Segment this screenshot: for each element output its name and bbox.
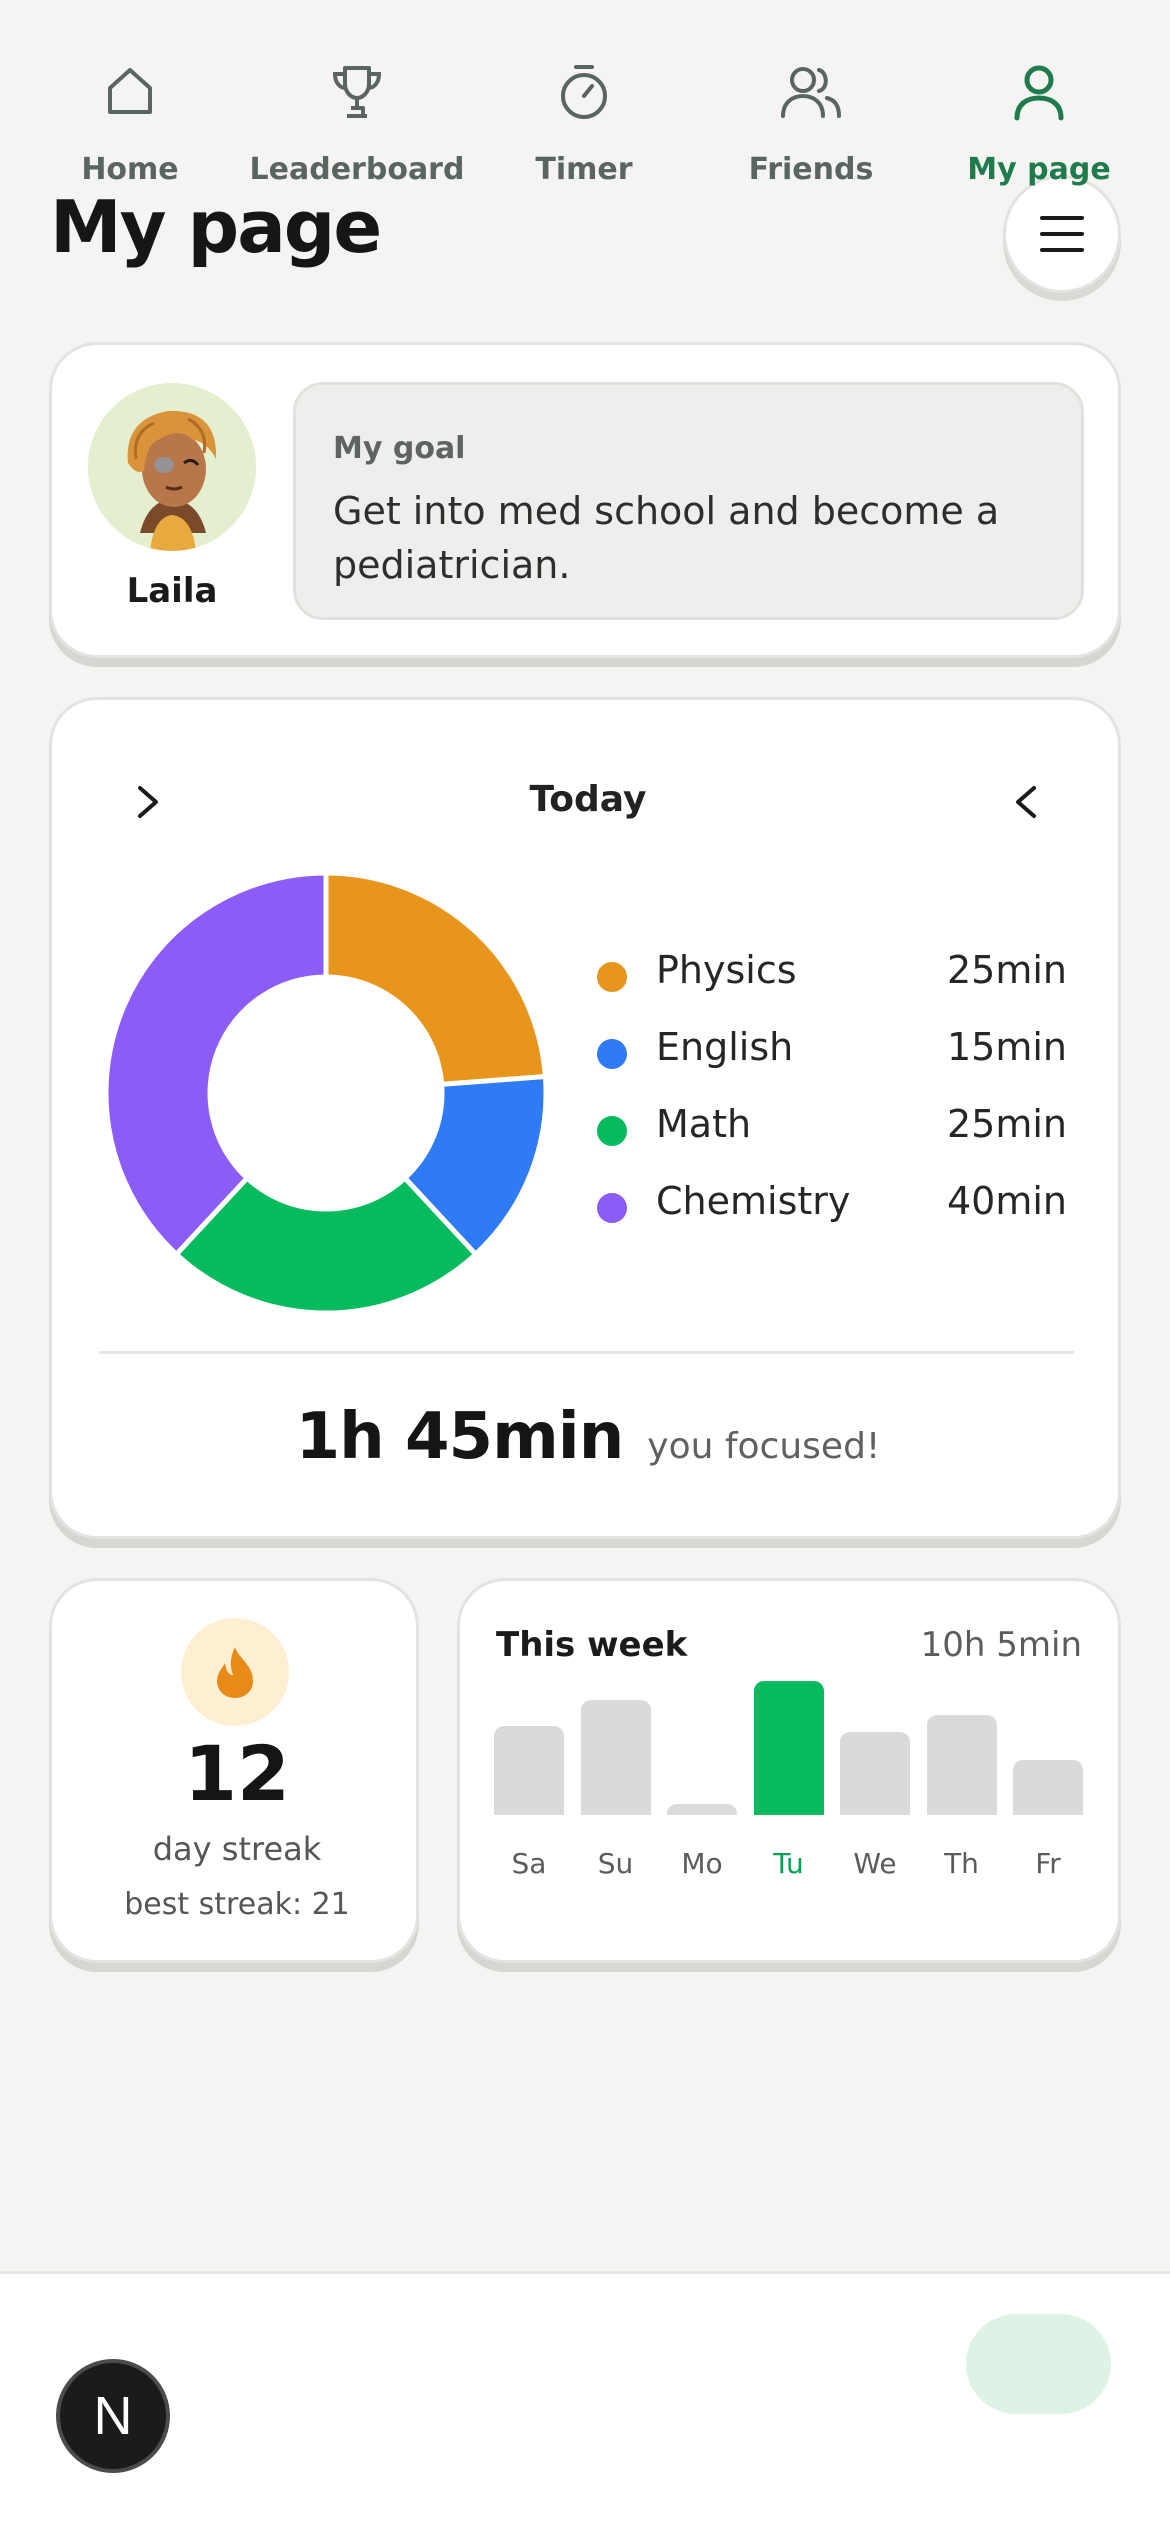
avatar-illustration <box>88 383 256 551</box>
divider <box>99 1351 1074 1354</box>
week-day-label: Th <box>944 1847 979 1880</box>
week-title: This week <box>496 1625 688 1665</box>
week-day-label: Mo <box>681 1847 723 1880</box>
tab-bar <box>0 2271 1170 2532</box>
week-bar-su[interactable] <box>580 1700 651 1815</box>
flame-icon <box>217 1647 253 1698</box>
today-card: Today Physics 25min English 15min Math 25min C… <box>49 697 1121 1539</box>
legend-dot <box>597 1039 627 1069</box>
legend-subject: English <box>656 1025 794 1069</box>
user-icon <box>1014 65 1064 121</box>
total-focus-time: 1h 45min <box>295 1400 625 1474</box>
week-bar-mo[interactable] <box>667 1804 737 1815</box>
subject-legend: Physics 25min English 15min Math 25min Chemist… <box>592 948 1067 1256</box>
best-streak: best streak: 21 <box>124 1887 350 1922</box>
week-bar-we[interactable] <box>840 1732 910 1815</box>
legend-time: 15min <box>946 1025 1067 1069</box>
page-title: My page <box>50 185 382 269</box>
week-total: 10h 5min <box>920 1625 1082 1665</box>
today-title: Today <box>529 779 647 820</box>
dev-indicator-button[interactable]: N <box>56 2359 170 2473</box>
stopwatch-icon <box>561 65 607 119</box>
legend-dot <box>597 1116 627 1146</box>
tab-label: Timer <box>535 152 633 187</box>
tab-friends[interactable]: Friends <box>698 40 924 200</box>
home-icon <box>108 68 152 114</box>
goal-label: My goal <box>333 431 466 466</box>
legend-item-chemistry: Chemistry 40min <box>592 1179 1067 1256</box>
legend-item-math: Math 25min <box>592 1102 1067 1179</box>
donut-slice-physics <box>323 870 549 1088</box>
streak-card: 12 day streak best streak: 21 <box>49 1578 419 1963</box>
tab-label: Friends <box>748 152 874 187</box>
trophy-icon <box>332 66 382 118</box>
week-bar-tu[interactable] <box>753 1681 824 1815</box>
tab-leaderboard[interactable]: Leaderboard <box>244 40 470 200</box>
legend-subject: Physics <box>656 948 797 992</box>
legend-subject: Math <box>656 1102 752 1146</box>
tab-label: Leaderboard <box>249 152 465 187</box>
legend-dot <box>597 962 627 992</box>
streak-count: 12 <box>184 1729 290 1818</box>
legend-time: 25min <box>946 1102 1067 1146</box>
previous-day-button[interactable] <box>996 772 1056 832</box>
tab-home[interactable]: Home <box>17 40 243 200</box>
tab-label: My page <box>967 152 1111 187</box>
legend-dot <box>597 1193 627 1223</box>
profile-card: Laila My goal Get into med school and be… <box>49 342 1121 658</box>
chevron-left-icon <box>1016 786 1036 818</box>
next-day-button[interactable] <box>118 772 178 832</box>
legend-subject: Chemistry <box>656 1179 851 1223</box>
week-bar-fr[interactable] <box>1013 1760 1083 1815</box>
week-bar-sa[interactable] <box>494 1726 564 1815</box>
avatar[interactable] <box>88 383 256 551</box>
tab-my-page[interactable]: My page <box>926 40 1152 200</box>
focus-donut-chart <box>103 870 549 1316</box>
active-tab-highlight <box>966 2314 1111 2414</box>
donut-slice-chemistry <box>103 870 329 1258</box>
week-day-label: Sa <box>511 1847 547 1880</box>
week-day-label: Su <box>597 1847 634 1880</box>
tab-timer[interactable]: Timer <box>471 40 697 200</box>
profile-name: Laila <box>126 571 218 611</box>
week-bar-th[interactable] <box>926 1715 997 1815</box>
legend-item-physics: Physics 25min <box>592 948 1067 1025</box>
goal-text: Get into med school and become a pediatr… <box>333 489 1000 587</box>
tab-label: Home <box>81 152 179 187</box>
week-day-label: Fr <box>1035 1847 1061 1880</box>
flame-badge <box>181 1618 289 1726</box>
hamburger-icon <box>1040 216 1084 252</box>
donut-slice-math <box>172 1174 480 1316</box>
legend-time: 40min <box>946 1179 1067 1223</box>
chevron-right-icon <box>138 786 158 818</box>
total-focus: 1h 45min you focused! <box>52 1400 1124 1474</box>
week-day-label: Tu <box>773 1847 804 1880</box>
week-bar-chart <box>494 1681 1090 1815</box>
week-card: This week 10h 5min Sa Su Mo Tu We Th Fr <box>457 1578 1121 1963</box>
legend-item-english: English 15min <box>592 1025 1067 1102</box>
total-focus-caption: you focused! <box>647 1426 881 1467</box>
friends-icon <box>781 67 841 118</box>
goal-box[interactable]: My goal Get into med school and become a… <box>293 382 1084 620</box>
streak-label: day streak <box>152 1830 322 1868</box>
menu-button[interactable] <box>1003 175 1121 293</box>
week-day-label: We <box>853 1847 897 1880</box>
legend-time: 25min <box>946 948 1067 992</box>
